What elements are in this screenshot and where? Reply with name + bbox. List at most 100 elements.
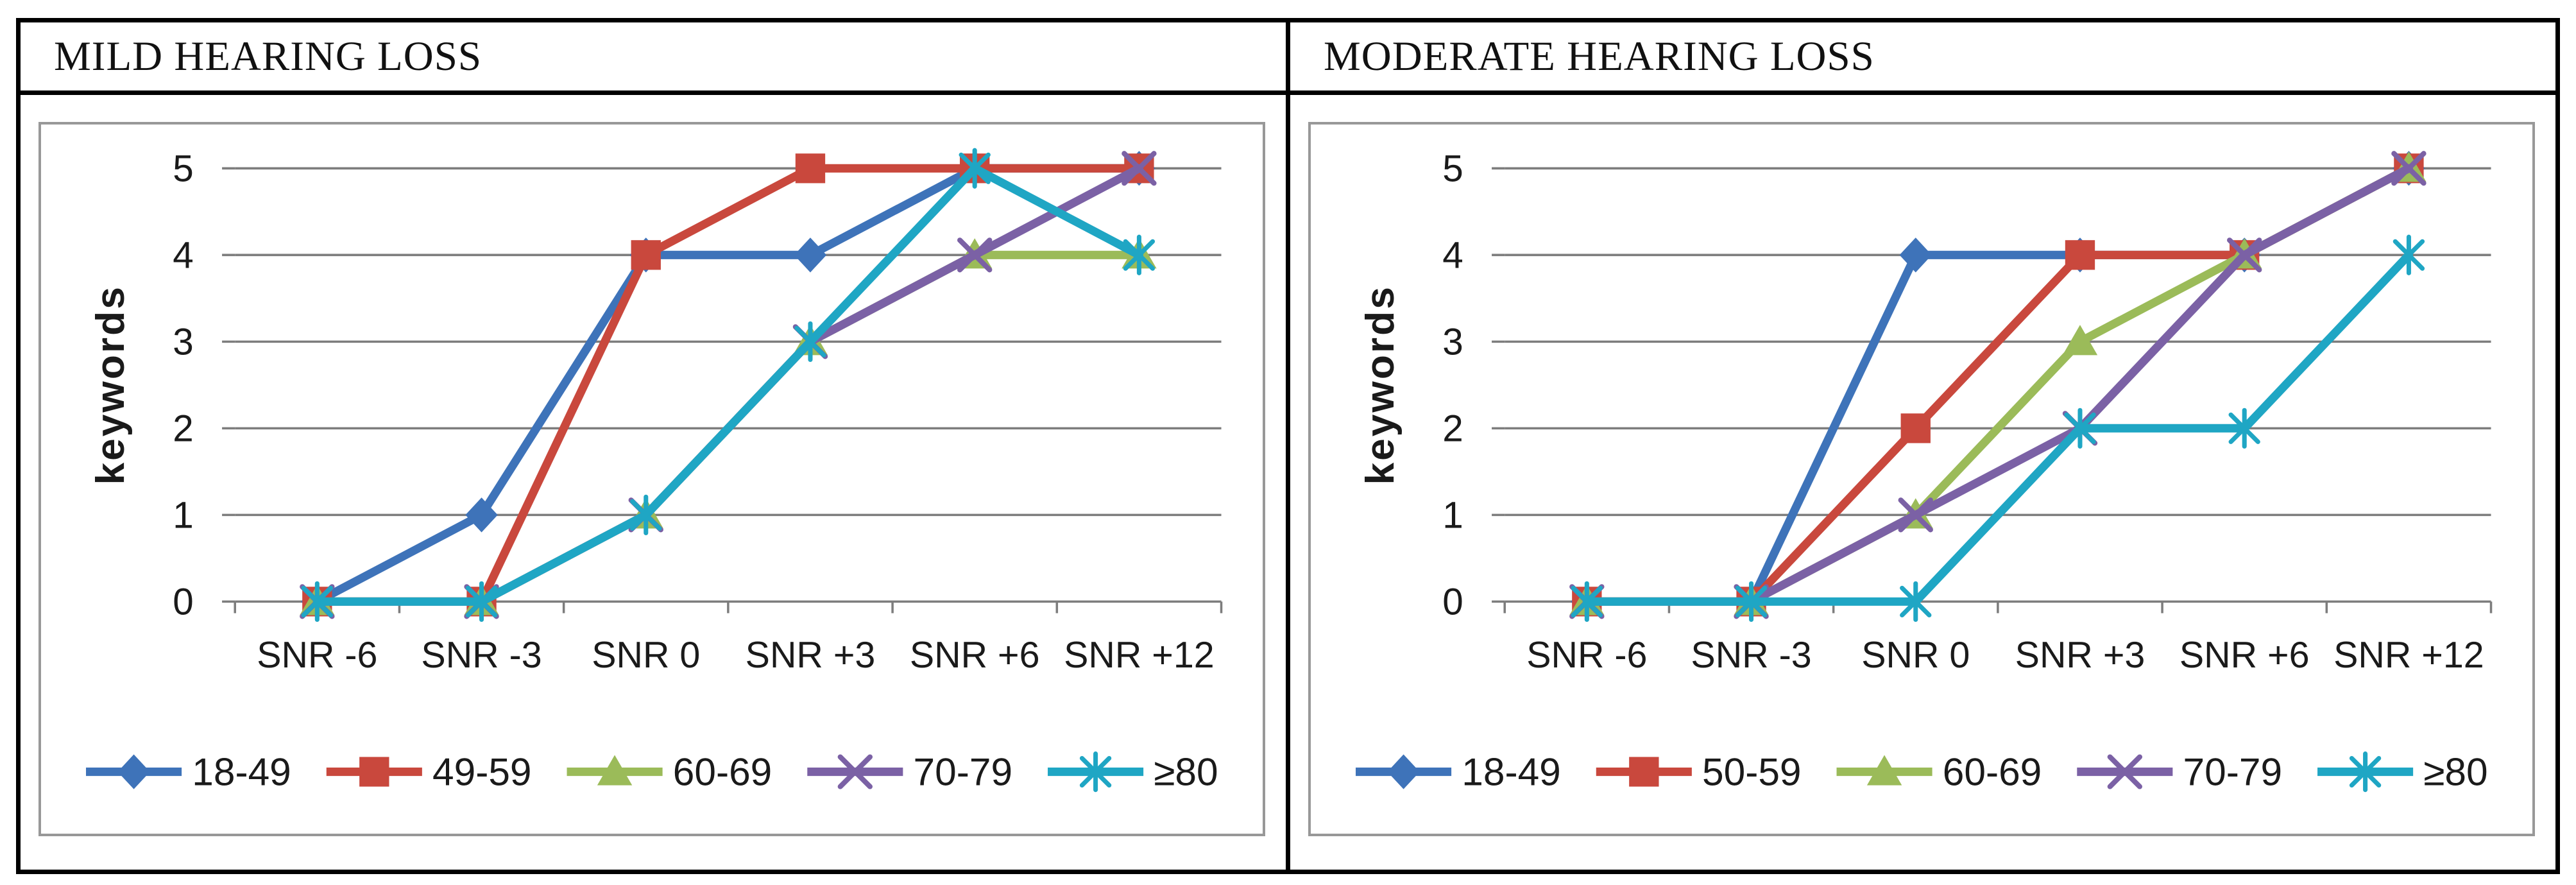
y-tick-label: 1	[173, 495, 193, 537]
marker-star	[959, 148, 991, 189]
y-tick-label: 3	[1442, 321, 1463, 363]
marker-star-stroke	[959, 152, 991, 184]
chart-frame-moderate: 0 1 2 3 4 5 SNR -6 SNR -3 SNR 0 SNR +3 SNR +6 SNR +…	[1308, 122, 2535, 836]
panel-body-moderate: 0 1 2 3 4 5 SNR -6 SNR -3 SNR 0 SNR +3 SNR +6 SNR +…	[1290, 95, 2555, 870]
marker-x-stroke	[1898, 497, 1933, 533]
marker-square	[1629, 757, 1659, 787]
moderate-hearing-loss-chart: 0 1 2 3 4 5 SNR -6 SNR -3 SNR 0 SNR +3 SNR +6 SNR +…	[1356, 148, 2493, 794]
legend-label: ≥80	[1154, 750, 1218, 794]
legend-label: 49-59	[432, 750, 532, 794]
marker-star-stroke	[465, 585, 498, 617]
marker-triangle	[1866, 755, 1902, 786]
marker-star-stroke	[2064, 412, 2096, 444]
marker-x	[957, 237, 993, 273]
y-tick-label: 5	[173, 148, 193, 189]
legend-label: 60-69	[673, 750, 772, 794]
marker-star	[2393, 234, 2425, 275]
x-tick-label: SNR +12	[2333, 635, 2484, 676]
series-line	[1582, 250, 2413, 606]
x-tick-label: SNR -3	[1691, 635, 1811, 676]
legend-label: 60-69	[1943, 750, 2042, 794]
marker-triangle	[2062, 325, 2098, 356]
chart-frame-mild: 0 1 2 3 4 5 SNR -6 SNR -3 SNR 0 SNR +3 SNR +6 SNR +…	[38, 122, 1265, 836]
x-tick-label: SNR -6	[1526, 635, 1647, 676]
legend-item: 70-79	[807, 750, 1012, 794]
legend-item: 60-69	[567, 750, 772, 794]
panel-body-mild: 0 1 2 3 4 5 SNR -6 SNR -3 SNR 0 SNR +3 SNR +6 SNR +…	[21, 95, 1286, 870]
marker-diamond	[1387, 754, 1420, 789]
legend-label: 50-59	[1702, 750, 1802, 794]
marker-star	[1079, 751, 1112, 793]
marker-x-stroke	[2107, 754, 2143, 789]
series-18-49	[301, 151, 1156, 619]
marker-x	[2107, 754, 2143, 789]
x-tick-label: SNR 0	[592, 635, 700, 676]
y-tick-label: 4	[1442, 234, 1463, 276]
legend-item: 60-69	[1836, 750, 2042, 794]
series-60-69	[1569, 151, 2427, 615]
y-axis-title: keywords	[1358, 285, 1403, 485]
panel-title-moderate: MODERATE HEARING LOSS	[1290, 22, 2555, 95]
x-tick-label: SNR +3	[746, 635, 876, 676]
legend-label: 18-49	[192, 750, 291, 794]
marker-x	[1898, 497, 1933, 533]
legend-item: 50-59	[1596, 750, 1802, 794]
y-tick-label: 0	[173, 581, 193, 623]
marker-x	[2391, 151, 2427, 186]
marker-x-stroke	[2226, 237, 2262, 273]
legend-item: 18-49	[1356, 750, 1561, 794]
series-18-49	[1571, 151, 2425, 619]
marker-square	[2065, 240, 2095, 270]
x-tick-label: SNR +3	[2015, 635, 2145, 676]
marker-star-stroke	[1735, 585, 1768, 617]
marker-star	[1123, 234, 1156, 275]
marker-diamond	[465, 497, 498, 533]
marker-star-stroke	[2349, 755, 2382, 788]
x-tick-label: SNR +6	[2179, 635, 2310, 676]
marker-star-stroke	[301, 585, 334, 617]
legend-label: 18-49	[1462, 750, 1561, 794]
marker-star	[1735, 581, 1768, 623]
x-tick-label: SNR -3	[421, 635, 542, 676]
marker-x-stroke	[1122, 151, 1157, 186]
marker-x	[837, 754, 873, 789]
marker-square	[795, 153, 826, 184]
marker-star-stroke	[1079, 755, 1112, 788]
series-70-79	[300, 151, 1157, 619]
legend-item: ≥80	[1048, 750, 1218, 794]
x-tick-label: SNR +12	[1064, 635, 1215, 676]
panel-moderate: MODERATE HEARING LOSS 0 1 2 3 4 5 SNR -6 SNR -3…	[1290, 22, 2555, 870]
x-tick-label: SNR 0	[1861, 635, 1970, 676]
marker-star-stroke	[1123, 239, 1156, 271]
marker-star	[1571, 581, 1603, 623]
figure-table: MILD HEARING LOSS 0 1 2 3 4 5 SNR -6 SNR -3 SNR …	[16, 18, 2560, 874]
marker-star	[1900, 581, 1932, 623]
legend-item: 49-59	[326, 750, 532, 794]
y-tick-label: 3	[173, 321, 193, 363]
x-tick-labels: SNR -6 SNR -3 SNR 0 SNR +3 SNR +6 SNR +12	[257, 635, 1214, 676]
marker-square	[359, 757, 389, 787]
marker-star	[2349, 751, 2382, 793]
marker-star	[2064, 408, 2096, 449]
gridlines: 0 1 2 3 4 5	[173, 148, 1223, 623]
legend: 18-49 49-59 60-69 70-79 ≥80	[86, 750, 1218, 794]
marker-diamond	[794, 237, 827, 273]
legend-item: 18-49	[86, 750, 291, 794]
marker-star	[465, 581, 498, 623]
series-70-79	[1569, 151, 2427, 619]
marker-star-stroke	[794, 325, 826, 357]
panel-title-mild: MILD HEARING LOSS	[21, 22, 1286, 95]
marker-square	[631, 240, 661, 270]
y-tick-label: 2	[1442, 408, 1463, 450]
marker-star-stroke	[2393, 239, 2425, 271]
series-≥80	[301, 148, 1156, 623]
marker-x-stroke	[957, 237, 993, 273]
x-tick-labels: SNR -6 SNR -3 SNR 0 SNR +3 SNR +6 SNR +12	[1526, 635, 2484, 676]
x-tick-label: SNR -6	[257, 635, 377, 676]
legend: 18-49 50-59 60-69 70-79 ≥80	[1356, 750, 2488, 794]
marker-diamond	[117, 754, 150, 789]
marker-x	[1122, 151, 1157, 186]
marker-star	[301, 581, 334, 623]
marker-star-stroke	[2228, 412, 2260, 444]
